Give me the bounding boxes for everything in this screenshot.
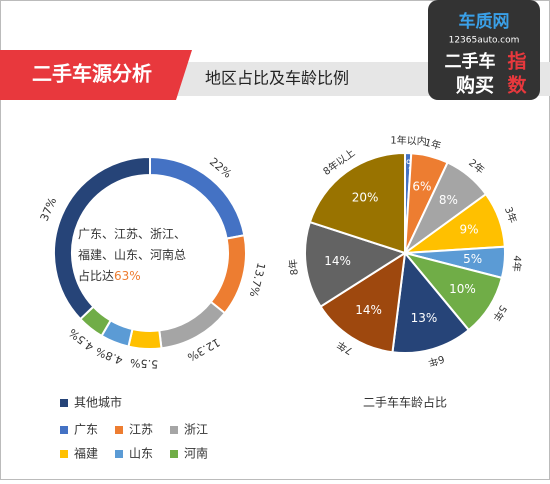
legend-swatch: [60, 426, 68, 434]
annotation-line: 福建、山东、河南总: [78, 247, 186, 262]
logo-line2: 购买: [456, 74, 494, 97]
legend-swatch: [60, 450, 68, 458]
value-label: 5.5%: [130, 356, 159, 370]
slice: [308, 151, 406, 255]
legend-label: 河南: [184, 446, 208, 461]
legend-swatch: [60, 399, 68, 407]
category-label: 4年: [510, 255, 524, 273]
annotation-value: 63%: [114, 269, 141, 283]
legend-label: 山东: [129, 447, 153, 461]
value-label: 9%: [459, 222, 478, 236]
legend-label: 浙江: [184, 423, 208, 437]
header-title: 二手车源分析: [32, 62, 152, 86]
value-label: 20%: [352, 190, 379, 204]
value-label: 14%: [324, 254, 351, 268]
logo-box: [428, 0, 540, 100]
legend-swatch: [170, 426, 178, 434]
annotation-line: 占比达: [78, 268, 114, 283]
logo-line1b: 指: [507, 51, 526, 73]
slice: [53, 155, 151, 321]
legend-swatch: [170, 450, 178, 458]
category-label: 8年: [286, 258, 301, 276]
legend-label: 其他城市: [74, 395, 122, 410]
legend-swatch: [115, 450, 123, 458]
value-label: 6%: [412, 180, 431, 194]
logo-line2b: 数: [507, 74, 527, 97]
annotation-line: 广东、江苏、浙江、: [78, 227, 186, 241]
category-label: 1年以内: [390, 133, 427, 147]
slice: [391, 250, 471, 354]
value-label: 14%: [355, 303, 382, 317]
logo-site: 12365auto.com: [449, 36, 520, 46]
chart-title: 二手车车龄占比: [363, 395, 447, 410]
category-label: 1年: [423, 136, 442, 153]
slice: [319, 251, 407, 354]
legend-label: 江苏: [129, 423, 153, 437]
logo-brand: 车质网: [459, 11, 510, 32]
annotation: 广东、江苏、浙江、福建、山东、河南总占比达63%: [78, 227, 186, 283]
legend-swatch: [115, 426, 123, 434]
value-label: 13%: [411, 311, 438, 325]
logo-line1: 二手车: [445, 51, 496, 72]
header-banner: [0, 50, 192, 100]
value-label: 8%: [439, 193, 458, 207]
value-label: 5%: [463, 252, 482, 266]
category-label: 6年: [427, 353, 446, 370]
legend-label: 福建: [74, 446, 98, 461]
legend-label: 广东: [74, 423, 98, 437]
slice: [304, 220, 408, 308]
header-subtitle: 地区占比及车龄比例: [205, 69, 349, 88]
value-label: 10%: [449, 282, 476, 296]
slice: [127, 327, 163, 350]
